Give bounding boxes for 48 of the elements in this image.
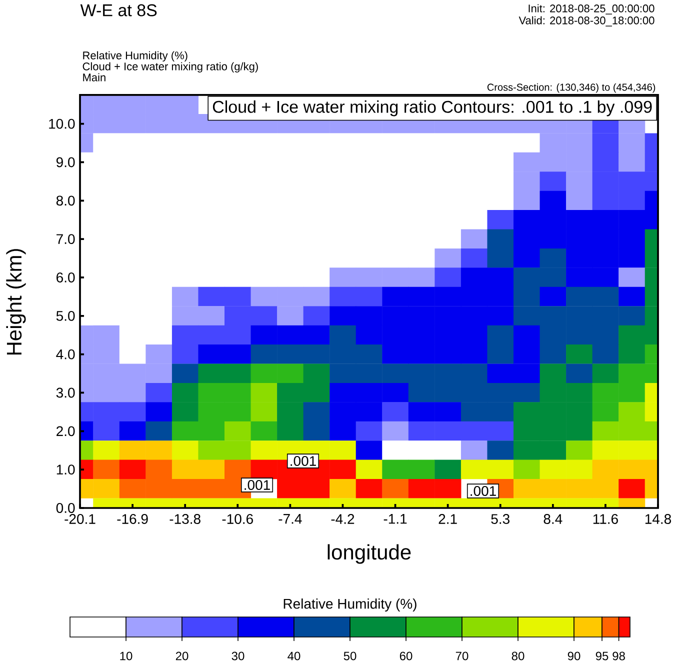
color-bar-label: 20 <box>176 652 188 660</box>
x-tick-label: -1.1 <box>384 514 407 524</box>
x-tick-label: -4.2 <box>331 514 354 524</box>
y-tick-label: 8.0 <box>56 196 75 206</box>
text: Main <box>83 73 106 82</box>
x-tick-label: 8.4 <box>544 514 562 524</box>
annotation: Cloud + Ice water mixing ratio Contours: .001 to .1 by .099 <box>212 100 652 116</box>
x-tick-label: 11.6 <box>593 514 618 524</box>
color-bar-label: 10 <box>120 652 132 660</box>
y-tick-label: 6.0 <box>56 272 75 282</box>
annotation: .001 <box>244 480 270 490</box>
annotation: .001 <box>470 486 496 496</box>
x-tick-label: -20.1 <box>64 514 96 524</box>
y-tick-label: 5.0 <box>56 310 75 321</box>
y-tick-label: 4.0 <box>56 349 75 360</box>
x-tick-label: -16.9 <box>117 514 148 524</box>
color-bar-label: 90 <box>568 652 580 660</box>
color-bar-title: Relative Humidity (%) <box>284 598 416 612</box>
y-tick-label: 1.0 <box>56 464 75 475</box>
color-bar-label: 80 <box>512 652 524 660</box>
y-tick-label: 2.0 <box>56 426 75 436</box>
color-bar-label: 95 <box>596 652 608 660</box>
y-tick-label: 10.0 <box>49 118 75 129</box>
y-tick-label: 3.0 <box>56 388 75 398</box>
x-tick-label: -10.6 <box>222 514 253 524</box>
text: Cross-Section: (130,346) to (454,346) <box>487 83 656 93</box>
y-tick-label: 0.0 <box>56 503 75 513</box>
x-tick-label: -13.8 <box>170 514 200 524</box>
color-bar-label: 30 <box>232 652 244 660</box>
x-axis-title: longitude <box>328 544 411 564</box>
x-tick-label: 5.3 <box>491 514 510 524</box>
text: Relative Humidity (%) <box>83 51 188 62</box>
color-bar-label: 60 <box>400 652 412 660</box>
color-bar-label: 70 <box>456 652 468 660</box>
y-tick-label: 7.0 <box>56 234 75 244</box>
color-bar-label: 98 <box>612 652 625 660</box>
y-axis-title: Height (km) <box>6 249 26 355</box>
x-tick-label: -7.4 <box>278 514 302 524</box>
text: Valid: 2018-08-30_18:00:00 <box>518 16 654 26</box>
text: Init: 2018-08-25_00:00:00 <box>528 4 654 14</box>
text: Cloud + Ice water mixing ratio (g/kg) <box>82 62 258 73</box>
x-tick-label: 2.1 <box>438 514 457 524</box>
annotation: .001 <box>290 456 316 466</box>
chart-title: W-E at 8S <box>80 4 157 16</box>
color-bar-label: 40 <box>288 652 300 660</box>
y-tick-label: 9.0 <box>56 157 75 168</box>
x-tick-label: 14.8 <box>645 514 672 524</box>
color-bar-label: 50 <box>344 652 356 660</box>
